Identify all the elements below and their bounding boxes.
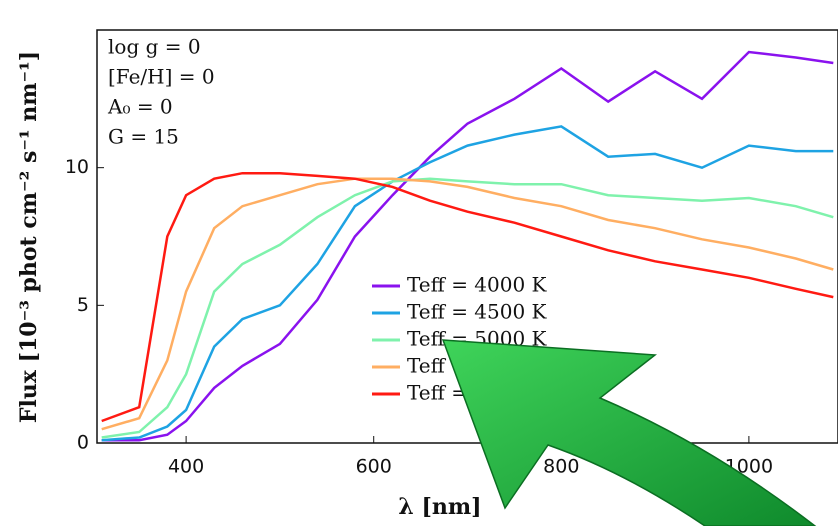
spectrum-line [101, 125, 834, 442]
spectrum-line [101, 177, 834, 431]
legend-label: Teff = 4500 K [407, 300, 548, 324]
spectrum-line [101, 171, 834, 423]
legend-label: Teff = 4000 K [407, 273, 548, 297]
annotation: [Fe/H] = 0 [108, 65, 215, 89]
y-tick-label: 10 [65, 156, 89, 178]
annotation: A₀ = 0 [107, 95, 173, 119]
y-tick-label: 5 [77, 294, 89, 316]
spectrum-line [101, 50, 834, 442]
plot-frame [96, 29, 838, 444]
annotation: G = 15 [108, 125, 179, 149]
y-tick-label: 0 [77, 432, 89, 454]
x-tick-label: 800 [543, 456, 579, 478]
green-arrow [441, 339, 817, 526]
x-tick-label: 600 [356, 456, 392, 478]
y-axis-label: Flux [10⁻³ phot cm⁻² s⁻¹ nm⁻¹] [16, 51, 42, 423]
x-tick-label: 400 [168, 456, 204, 478]
annotation: log g = 0 [108, 35, 201, 59]
x-axis-label: λ [nm] [398, 494, 481, 520]
